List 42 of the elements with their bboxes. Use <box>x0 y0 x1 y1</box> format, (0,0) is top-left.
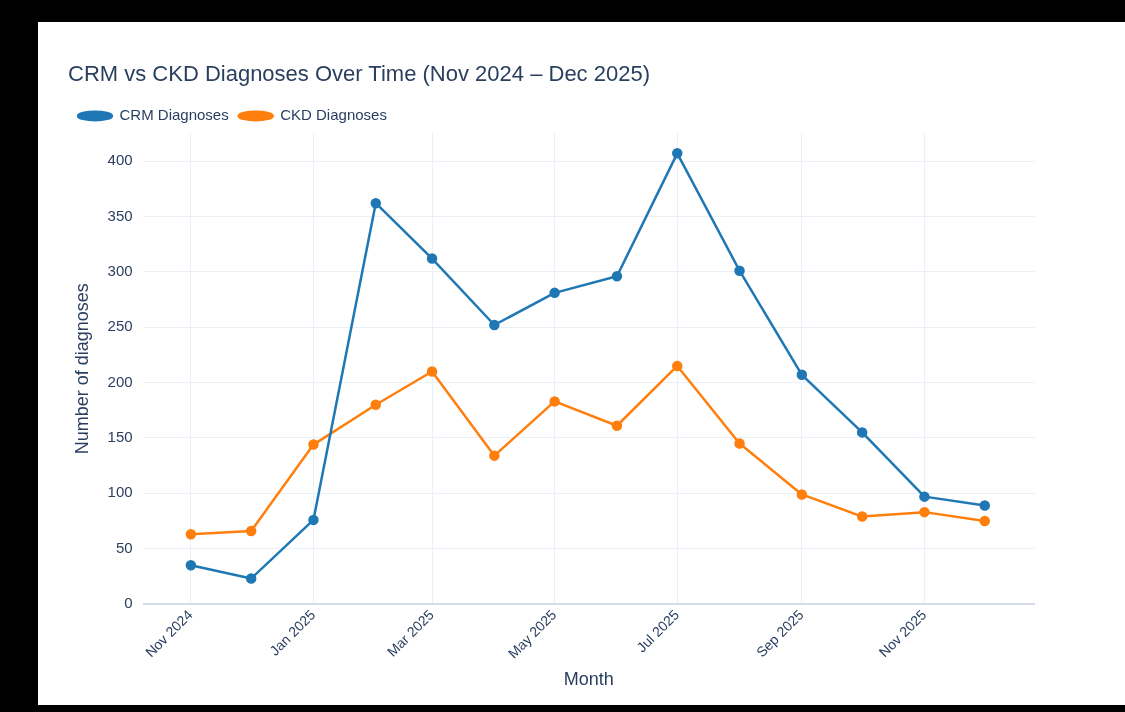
point <box>734 438 745 449</box>
point <box>308 439 319 450</box>
point <box>489 319 500 331</box>
y-tick-label: 300 <box>107 261 133 279</box>
point <box>734 265 745 276</box>
y-tick-label: 200 <box>107 372 133 390</box>
point <box>549 396 560 407</box>
point <box>185 560 197 571</box>
point <box>426 253 438 264</box>
point <box>489 450 500 461</box>
y-tick-label: 0 <box>124 594 133 612</box>
point <box>856 511 868 522</box>
y-tick-label: 150 <box>107 428 133 446</box>
legend-label: CRM Diagnoses <box>119 106 229 124</box>
point <box>979 500 990 511</box>
legend-label: CKD Diagnoses <box>280 106 387 124</box>
y-tick-label: 50 <box>115 538 133 556</box>
y-axis-title: Number of diagnoses <box>71 283 92 455</box>
point <box>611 420 623 431</box>
point <box>370 399 382 410</box>
point <box>672 360 683 372</box>
x-axis-title: Month <box>563 669 614 690</box>
y-tick-label: 350 <box>107 206 133 224</box>
point <box>611 271 623 282</box>
point <box>549 287 560 299</box>
chart-title: CRM vs CKD Diagnoses Over Time (Nov 2024 – Dec 2025) <box>68 61 650 87</box>
point <box>672 148 683 159</box>
point <box>308 514 319 526</box>
point <box>245 525 257 537</box>
point <box>919 506 930 518</box>
point <box>796 489 808 500</box>
point <box>796 369 808 381</box>
point <box>426 366 438 377</box>
point <box>185 529 197 540</box>
point <box>979 515 990 527</box>
point <box>245 573 257 584</box>
point <box>856 427 868 438</box>
y-tick-label: 400 <box>107 151 133 169</box>
point <box>919 491 930 502</box>
y-tick-label: 100 <box>107 483 133 501</box>
y-tick-label: 250 <box>107 317 133 335</box>
point <box>370 197 382 209</box>
